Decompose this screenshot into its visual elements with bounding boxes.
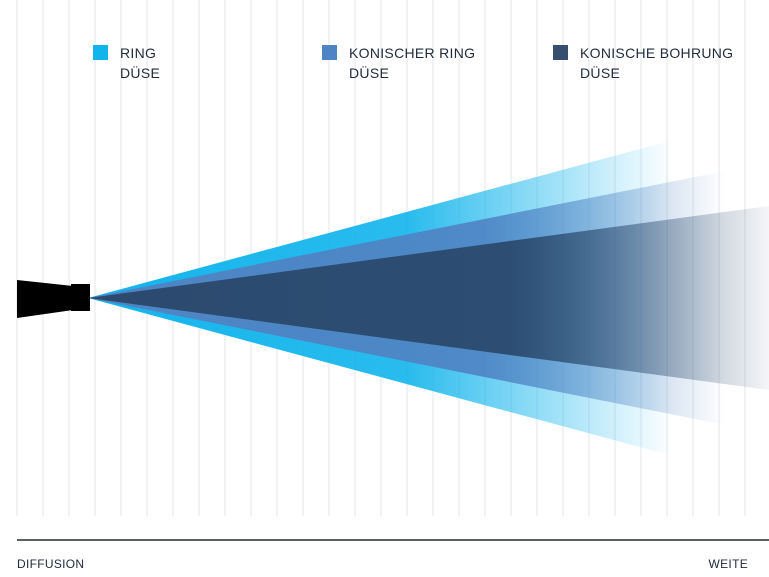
legend-item-conical-bore-nozzle: KONISCHE BOHRUNG DÜSE bbox=[553, 43, 733, 83]
legend-swatch-ring bbox=[93, 45, 108, 60]
legend-label: KONISCHER RING DÜSE bbox=[349, 45, 476, 81]
legend-label: RING DÜSE bbox=[120, 45, 161, 81]
legend-swatch-conical-ring bbox=[322, 45, 337, 60]
legend-item-conical-ring-nozzle: KONISCHER RING DÜSE bbox=[322, 43, 475, 83]
axis-label-range: WEITE bbox=[708, 557, 748, 571]
legend-label: KONISCHE BOHRUNG DÜSE bbox=[580, 45, 734, 81]
legend-swatch-conical-bore bbox=[553, 45, 568, 60]
conical-bore-nozzle-spray-cone bbox=[88, 206, 769, 390]
axis-label-diffusion: DIFFUSION bbox=[17, 557, 85, 571]
spray-nozzle-icon bbox=[17, 280, 90, 318]
legend-item-ring-nozzle: RING DÜSE bbox=[93, 43, 160, 83]
